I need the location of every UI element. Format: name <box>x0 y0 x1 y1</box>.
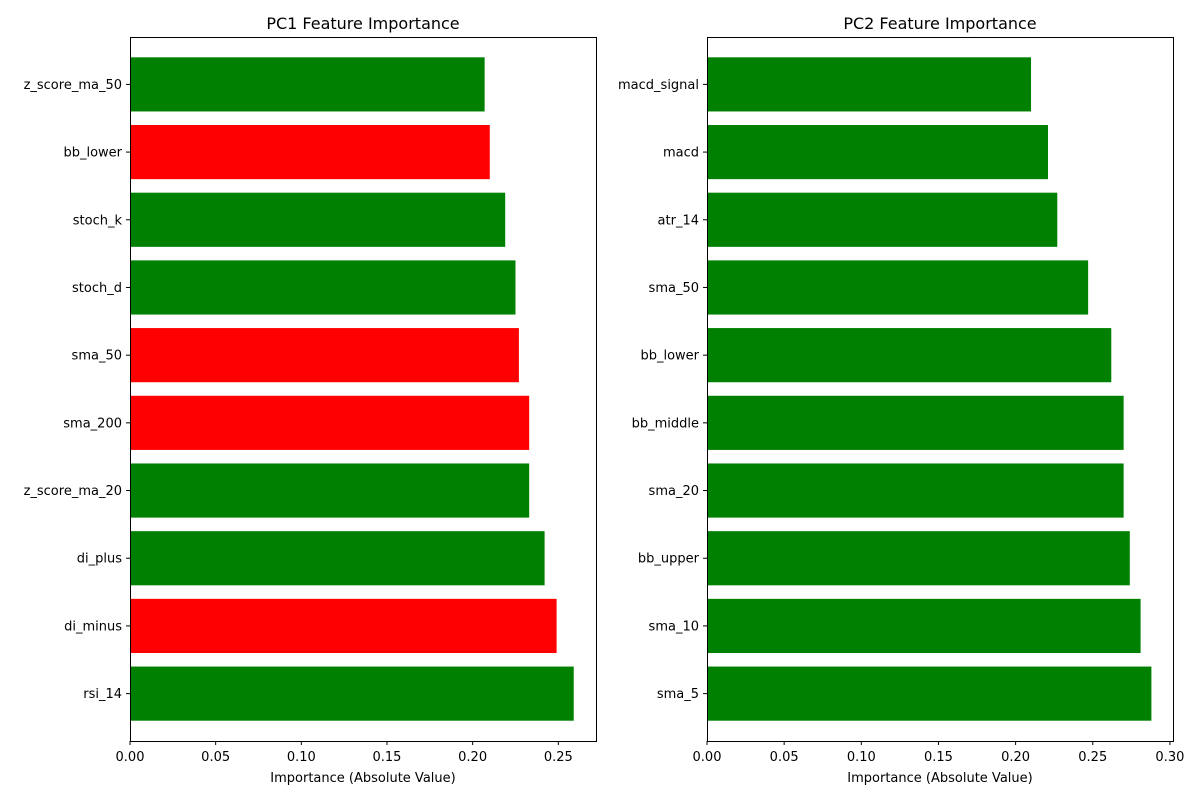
pc2-bar-sma-20 <box>707 463 1124 518</box>
pc1-x-tick-label: 0.25 <box>544 750 573 765</box>
pc2-axes-frame <box>707 37 1174 742</box>
pc1-y-tick-label: sma_200 <box>63 416 122 431</box>
pc2-y-tick-label: bb_upper <box>638 552 700 567</box>
pc1-x-tick-label: 0.05 <box>201 750 230 765</box>
pc1-chart-title: PC1 Feature Importance <box>266 14 459 33</box>
pc2-bar-sma-50 <box>707 260 1089 315</box>
pc1-y-tick-label: stoch_k <box>73 213 123 228</box>
pc2-x-axis-label: Importance (Absolute Value) <box>847 771 1032 786</box>
pc1-bar-bb-lower <box>130 125 490 180</box>
pc1-x-tick-label: 0.00 <box>116 750 145 765</box>
pc1-bar-rsi-14 <box>130 666 574 721</box>
pc1-x-axis-label: Importance (Absolute Value) <box>270 771 455 786</box>
pc2-y-tick-label: bb_middle <box>632 416 699 431</box>
pc2-chart-title: PC2 Feature Importance <box>843 14 1036 33</box>
pc2-bar-bb-upper <box>707 531 1130 586</box>
pc1-bar-di-plus <box>130 531 545 586</box>
pc1-y-tick-label: sma_50 <box>72 349 122 364</box>
pc2-x-tick-label: 0.25 <box>1078 750 1107 765</box>
pc1-bar-z-score-ma-20 <box>130 463 530 518</box>
pc1-bar-stoch-d <box>130 260 516 315</box>
pc1-x-tick-label: 0.15 <box>373 750 402 765</box>
pc2-y-tick-label: atr_14 <box>658 213 699 228</box>
pc2-x-tick-label: 0.20 <box>1001 750 1030 765</box>
pc1-y-tick-label: stoch_d <box>72 281 122 296</box>
pc1-plot-area: rsi_14 di_minus di_plus z_score_ma_20 sma_20… <box>24 57 574 765</box>
pc2-bar-macd <box>707 125 1049 180</box>
pc1-bar-sma-200 <box>130 395 530 450</box>
pc2-x-tick-label: 0.15 <box>924 750 953 765</box>
pc2-chart-panel: PC2 Feature Importance sma_5 sma_10 bb_upp… <box>618 14 1184 786</box>
pc2-y-tick-label: macd_signal <box>618 78 699 93</box>
pc1-bar-sma-50 <box>130 328 519 383</box>
pc2-y-tick-label: sma_20 <box>649 484 699 499</box>
pc1-y-tick-label: z_score_ma_50 <box>24 78 122 93</box>
pc2-bar-macd-signal <box>707 57 1032 112</box>
pc1-y-tick-label: di_plus <box>77 552 122 567</box>
pc1-axes-frame <box>130 37 597 742</box>
pc2-x-tick-label: 0.05 <box>770 750 799 765</box>
pc2-plot-area: sma_5 sma_10 bb_upper sma_20 bb_middle bb_low… <box>618 57 1184 765</box>
pc2-x-tick-label: 0.10 <box>847 750 876 765</box>
pc1-x-tick-label: 0.20 <box>458 750 487 765</box>
pc2-x-tick-label: 0.00 <box>693 750 722 765</box>
pc2-y-tick-label: bb_lower <box>640 349 699 364</box>
pc2-y-tick-label: sma_5 <box>657 687 699 702</box>
pc2-bar-sma-5 <box>707 666 1152 721</box>
pc1-chart-panel: PC1 Feature Importance rsi_14 di_minus di_… <box>24 14 597 786</box>
pc2-y-tick-label: sma_10 <box>649 619 699 634</box>
pc2-x-tick-label: 0.30 <box>1155 750 1184 765</box>
pc2-bar-bb-middle <box>707 395 1124 450</box>
pc2-bar-atr-14 <box>707 192 1058 247</box>
pc2-bar-bb-lower <box>707 328 1112 383</box>
pc2-bar-sma-10 <box>707 598 1141 653</box>
pc1-bar-stoch-k <box>130 192 506 247</box>
pc1-bar-di-minus <box>130 598 557 653</box>
pc1-y-tick-label: di_minus <box>64 619 122 634</box>
pc1-bar-z-score-ma-50 <box>130 57 485 112</box>
pc1-y-tick-label: bb_lower <box>63 146 122 161</box>
pc2-y-tick-label: sma_50 <box>649 281 699 296</box>
pc1-x-tick-label: 0.10 <box>287 750 316 765</box>
pc2-y-tick-label: macd <box>663 146 699 161</box>
pc1-y-tick-label: rsi_14 <box>83 687 122 702</box>
pc1-y-tick-label: z_score_ma_20 <box>24 484 122 499</box>
